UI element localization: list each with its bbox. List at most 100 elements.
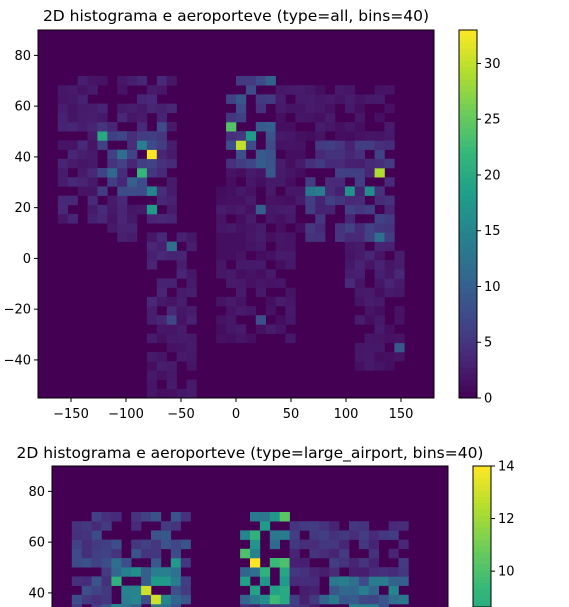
x-tick-label: −100: [108, 407, 144, 422]
heatmap-cell: [344, 85, 356, 95]
heatmap-cell: [354, 140, 365, 150]
heatmap-cell: [216, 315, 227, 325]
heatmap-cell: [111, 567, 122, 577]
heatmap-cell: [137, 76, 148, 86]
heatmap-cell: [265, 278, 276, 288]
heatmap-cell: [358, 530, 370, 540]
heatmap-cell: [160, 530, 172, 540]
heatmap-cell: [349, 594, 360, 605]
heatmap-cell: [186, 287, 197, 298]
heatmap-cell: [364, 94, 375, 104]
heatmap-cell: [156, 131, 167, 141]
heatmap-cell: [166, 361, 177, 371]
heatmap-cell: [166, 250, 177, 261]
heatmap-cell: [344, 214, 356, 224]
heatmap-cell: [275, 122, 286, 132]
colorbar-segment: [459, 336, 477, 344]
heatmap-cell: [394, 315, 405, 325]
heatmap-cell: [166, 370, 177, 380]
heatmap-cell: [265, 186, 276, 196]
colorbar-segment: [459, 306, 477, 313]
heatmap-cell: [374, 158, 385, 169]
heatmap-cell: [275, 296, 286, 307]
heatmap-cell: [57, 122, 68, 132]
heatmap-cell: [364, 315, 375, 325]
heatmap-cell: [325, 195, 336, 206]
heatmap-cell: [374, 324, 385, 334]
heatmap-cell: [236, 269, 247, 279]
heatmap-cell: [240, 567, 251, 577]
heatmap-cell: [269, 604, 280, 607]
heatmap-cell: [156, 315, 167, 325]
heatmap-cell: [117, 204, 128, 215]
heatmap-cell: [299, 558, 310, 568]
heatmap-cell: [285, 250, 296, 261]
colorbar-segment: [459, 140, 477, 147]
colorbar-segment: [459, 72, 477, 80]
heatmap-cell: [374, 278, 385, 288]
heatmap-cell: [374, 287, 385, 298]
heatmap-cell: [67, 177, 78, 187]
heatmap-cell: [265, 324, 276, 334]
heatmap-cell: [279, 604, 290, 607]
heatmap-cell: [236, 204, 247, 215]
heatmap-cell: [275, 223, 286, 233]
heatmap-cell: [245, 158, 257, 169]
heatmap-cell: [255, 158, 266, 169]
heatmap-cell: [349, 530, 360, 540]
heatmap-cell: [117, 76, 128, 86]
heatmap-cell: [315, 94, 326, 104]
heatmap-cell: [127, 131, 138, 141]
heatmap-cell: [87, 177, 98, 187]
heatmap-cell: [295, 112, 306, 123]
heatmap-cell: [305, 195, 316, 206]
heatmap-cell: [77, 177, 88, 187]
heatmap-cell: [388, 594, 399, 605]
heatmap-cell: [384, 177, 395, 187]
heatmap-cell: [240, 576, 251, 586]
heatmap-cell: [170, 576, 181, 586]
heatmap-cell: [325, 122, 336, 132]
heatmap-cell: [176, 388, 187, 399]
heatmap-cell: [384, 214, 395, 224]
heatmap-cell: [349, 521, 360, 531]
colorbar-segment: [459, 367, 477, 374]
heatmap-cell: [374, 342, 385, 353]
colorbar-segment: [473, 588, 491, 596]
colorbar-segment: [459, 134, 477, 141]
heatmap-cell: [289, 567, 300, 577]
heatmap-cell: [255, 260, 266, 270]
heatmap-cell: [354, 352, 365, 362]
heatmap-cell: [186, 342, 197, 353]
heatmap-cell: [309, 567, 320, 577]
heatmap-cell: [374, 94, 385, 104]
heatmap-cell: [146, 131, 158, 141]
heatmap-cell: [344, 186, 356, 196]
heatmap-cell: [156, 250, 167, 261]
colorbar-segment: [459, 122, 477, 129]
heatmap-cell: [305, 131, 316, 141]
heatmap-cell: [91, 558, 102, 568]
heatmap-cell: [339, 594, 350, 605]
heatmap-cell: [107, 214, 118, 224]
heatmap-cell: [180, 576, 191, 586]
heatmap-cell: [289, 576, 300, 586]
heatmap-cell: [378, 567, 389, 577]
heatmap-cell: [299, 567, 310, 577]
colorbar-segment: [459, 30, 477, 37]
heatmap-cell: [107, 149, 118, 160]
heatmap-cell: [364, 296, 375, 307]
heatmap-cell: [166, 76, 177, 86]
heatmap-cell: [71, 558, 82, 568]
heatmap-cell: [285, 204, 296, 215]
heatmap-cell: [146, 232, 158, 242]
heatmap-cell: [176, 269, 187, 279]
colorbar-segment: [473, 558, 491, 565]
heatmap-cell: [358, 604, 370, 607]
heatmap-cell: [269, 558, 280, 568]
x-tick-label: 150: [389, 407, 414, 422]
heatmap-cell: [289, 530, 300, 540]
colorbar-segment: [459, 97, 477, 104]
heatmap-cell: [384, 204, 395, 215]
heatmap-cell: [101, 539, 112, 550]
